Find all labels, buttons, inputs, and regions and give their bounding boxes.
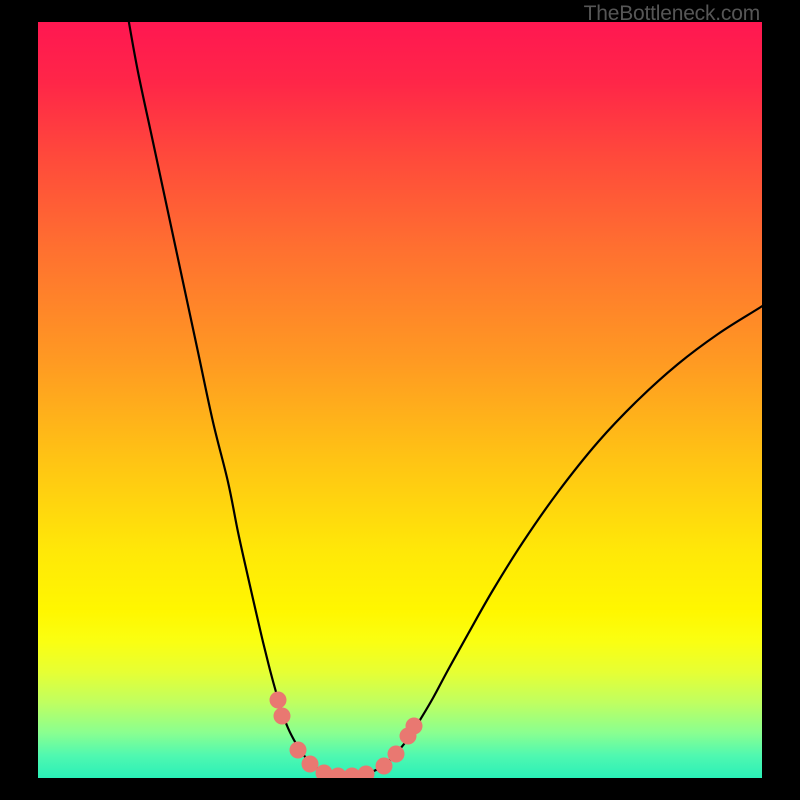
curve-marker	[290, 742, 307, 759]
curve-marker	[270, 692, 287, 709]
chart-frame: TheBottleneck.com	[0, 0, 800, 800]
plot-area	[38, 22, 762, 778]
curve-marker	[406, 718, 423, 735]
curve-marker	[388, 746, 405, 763]
curve-marker	[358, 766, 375, 779]
watermark-text: TheBottleneck.com	[584, 2, 760, 26]
curve-marker	[274, 708, 291, 725]
curve-markers	[38, 22, 762, 778]
